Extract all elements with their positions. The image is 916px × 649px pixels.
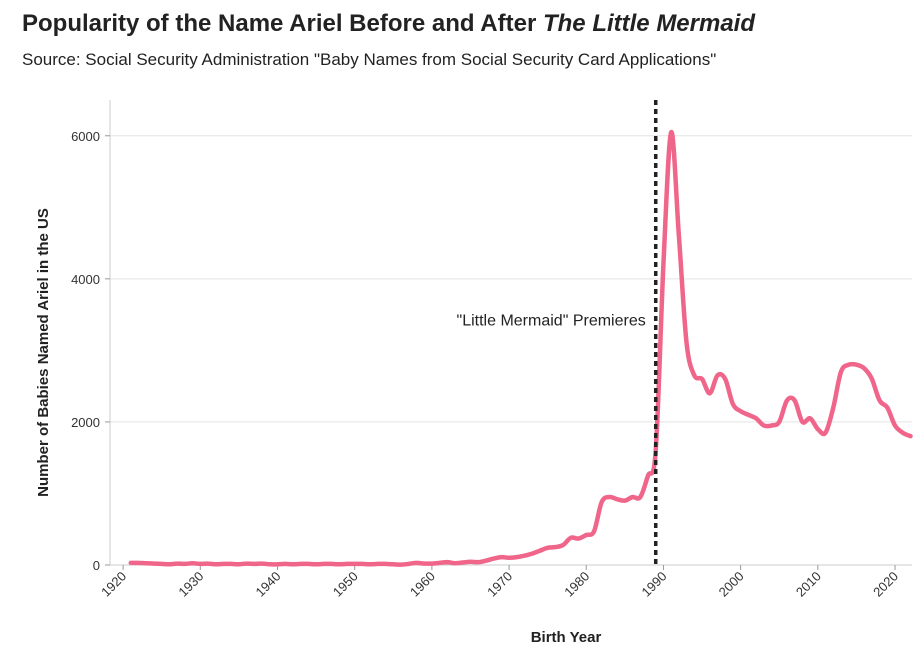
y-axis-ticks: 0 2000 4000 6000 xyxy=(71,129,110,573)
chart-subtitle: Source: Social Security Administration "… xyxy=(22,50,717,69)
x-tick-label: 1960 xyxy=(407,569,438,600)
x-tick-label: 1940 xyxy=(253,569,284,600)
x-tick-label: 1950 xyxy=(330,569,361,600)
y-axis-label: Number of Babies Named Ariel in the US xyxy=(35,208,52,497)
x-tick-label: 1970 xyxy=(484,569,515,600)
series-line-ariel xyxy=(128,129,913,567)
chart-title: Popularity of the Name Ariel Before and … xyxy=(22,10,755,38)
x-tick-label: 1990 xyxy=(639,569,670,600)
x-tick-label: 2020 xyxy=(870,569,901,600)
premiere-annotation: "Little Mermaid" Premieres xyxy=(457,312,646,329)
x-tick-label: 1930 xyxy=(175,569,206,600)
x-axis-ticks: 1920 1930 1940 1950 1960 1970 1980 1990 2000 2010… xyxy=(98,565,901,600)
y-tick-label: 6000 xyxy=(71,129,100,144)
y-tick-label: 0 xyxy=(93,558,100,573)
y-tick-label: 2000 xyxy=(71,415,100,430)
x-tick-label: 1920 xyxy=(98,569,129,600)
y-tick-label: 4000 xyxy=(71,272,100,287)
x-tick-label: 1980 xyxy=(561,569,592,600)
x-tick-label: 2000 xyxy=(716,569,747,600)
chart-title-italic: The Little Mermaid xyxy=(542,10,756,37)
x-tick-label: 2010 xyxy=(793,569,824,600)
x-axis-label: Birth Year xyxy=(531,629,602,646)
chart-title-main: Popularity of the Name Ariel Before and … xyxy=(22,10,543,37)
grid-lines xyxy=(110,135,912,423)
